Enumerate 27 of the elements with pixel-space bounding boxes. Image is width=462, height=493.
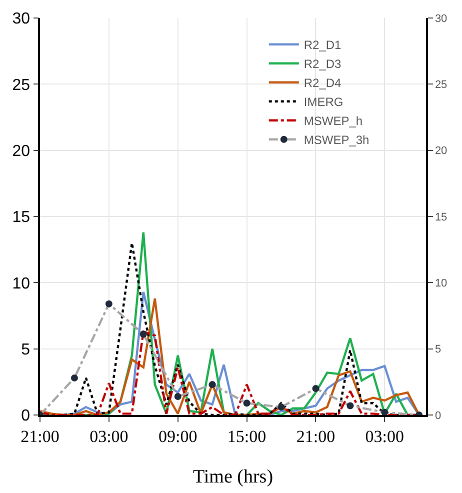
legend-label: R2_D1	[304, 38, 342, 52]
y2-tick-label: 0	[434, 410, 442, 422]
legend-label: IMERG	[304, 95, 344, 110]
legend-label: MSWEP_h	[304, 114, 363, 128]
y-tick-label: 10	[12, 275, 30, 292]
y-tick-label: 5	[21, 341, 30, 358]
x-tick-label: 03:00	[365, 427, 404, 446]
x-tick-label: 03:00	[90, 427, 128, 446]
y-tick-label: 30	[12, 10, 30, 28]
y-tick-label: 0	[21, 408, 30, 425]
y-tick-label: 15	[12, 209, 30, 226]
x-tick-label: 21:00	[20, 427, 60, 446]
x-tick-label: 21:00	[296, 427, 336, 446]
x-tick-label: 15:00	[227, 427, 266, 446]
y2-tick-label: 30	[434, 12, 448, 25]
y-tick-label: 20	[12, 142, 30, 160]
y2-tick-label: 25	[434, 79, 448, 92]
y2-tick-label: 10	[434, 278, 448, 290]
y-tick-label: 25	[12, 76, 30, 94]
x-axis-title: Time (hrs)	[192, 466, 274, 488]
y2-tick-label: 15	[434, 211, 448, 224]
y2-tick-label: 5	[434, 344, 442, 356]
y2-tick-label: 20	[434, 145, 448, 158]
legend-label: MSWEP_3h	[304, 133, 370, 148]
legend-label: R2_D3	[304, 57, 342, 72]
x-tick-label: 09:00	[158, 427, 198, 446]
legend-label: R2_D4	[304, 76, 342, 90]
